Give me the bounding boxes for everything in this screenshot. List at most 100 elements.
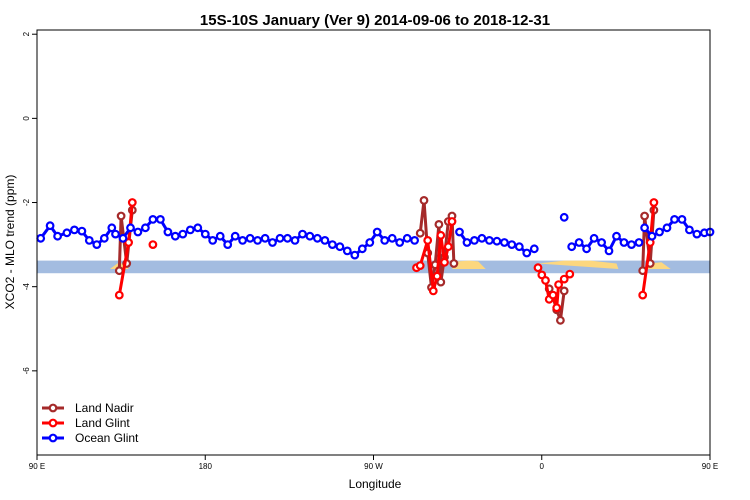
- shaded-region-2: [452, 260, 486, 269]
- data-point-land-glint: [423, 235, 433, 245]
- series-land-glint: [114, 198, 659, 313]
- x-tick-label: 0: [540, 462, 545, 471]
- data-point-ocean-glint: [84, 235, 94, 245]
- data-point-ocean-glint: [118, 233, 128, 243]
- data-point-ocean-glint: [140, 223, 150, 233]
- data-point-ocean-glint: [500, 238, 509, 247]
- chart-title: 15S-10S January (Ver 9) 2014-09-06 to 20…: [200, 12, 550, 29]
- data-point-ocean-glint: [634, 238, 644, 247]
- legend-item-ocean-glint: Ocean Glint: [42, 431, 139, 445]
- data-point-ocean-glint: [200, 229, 210, 239]
- data-point-ocean-glint: [350, 250, 360, 260]
- data-point-land-glint: [554, 280, 563, 290]
- data-point-ocean-glint: [462, 238, 472, 247]
- data-point-ocean-glint: [69, 225, 79, 235]
- y-tick-label: -6: [22, 367, 31, 375]
- x-tick-label: 180: [199, 462, 213, 471]
- data-point-land-nadir: [436, 277, 446, 287]
- data-point-land-glint: [541, 276, 550, 285]
- legend-marker: [48, 403, 58, 413]
- shaded-region-3: [538, 260, 619, 269]
- x-tick-label: 90 W: [364, 462, 383, 471]
- data-point-ocean-glint: [238, 235, 248, 245]
- data-point-land-glint: [114, 290, 124, 300]
- data-point-ocean-glint: [387, 233, 397, 243]
- y-tick-label: -2: [22, 198, 31, 206]
- data-point-land-glint: [124, 238, 134, 247]
- data-point-land-nadir: [434, 219, 444, 229]
- data-point-ocean-glint: [99, 233, 109, 243]
- data-point-ocean-glint: [208, 235, 218, 245]
- data-point-land-glint: [533, 263, 543, 273]
- data-point-ocean-glint: [574, 238, 584, 247]
- data-point-land-glint: [428, 286, 438, 296]
- data-point-land-glint: [638, 290, 648, 300]
- data-point-ocean-glint: [328, 240, 337, 250]
- y-tick-label: 0: [22, 116, 31, 121]
- data-point-ocean-glint: [640, 223, 649, 233]
- data-point-ocean-glint: [582, 244, 591, 254]
- y-axis: 2 0 -2 -4 -6: [22, 31, 37, 374]
- data-point-ocean-glint: [402, 233, 412, 243]
- data-point-ocean-glint: [604, 246, 614, 256]
- data-point-land-nadir: [419, 195, 429, 205]
- data-point-land-glint: [148, 240, 158, 250]
- data-point-ocean-glint: [372, 227, 382, 237]
- data-point-ocean-glint: [477, 233, 487, 243]
- data-point-ocean-glint: [223, 240, 233, 250]
- data-point-land-glint: [552, 303, 562, 313]
- legend-item-land-nadir: Land Nadir: [42, 401, 134, 415]
- data-point-land-glint: [447, 217, 457, 226]
- data-point-ocean-glint: [260, 233, 270, 243]
- data-point-ocean-glint: [275, 233, 285, 243]
- data-point-ocean-glint: [245, 233, 255, 243]
- data-point-ocean-glint: [380, 235, 390, 245]
- legend-item-land-glint: Land Glint: [42, 416, 130, 430]
- data-point-ocean-glint: [133, 227, 143, 237]
- legend-label: Ocean Glint: [75, 431, 139, 445]
- data-point-ocean-glint: [395, 238, 405, 247]
- y-axis-label: XCO2 - MLO trend (ppm): [3, 175, 17, 310]
- data-point-ocean-glint: [178, 229, 188, 239]
- data-point-ocean-glint: [170, 231, 180, 241]
- data-point-land-nadir: [559, 286, 569, 296]
- data-point-ocean-glint: [230, 231, 240, 241]
- x-axis: 90 E 180 90 W 0 90 E: [29, 455, 718, 471]
- data-point-ocean-glint: [185, 225, 195, 235]
- data-point-ocean-glint: [163, 227, 173, 237]
- data-point-ocean-glint: [298, 229, 307, 239]
- data-point-land-glint: [565, 269, 575, 279]
- data-point-ocean-glint: [627, 240, 636, 250]
- data-point-land-glint: [415, 261, 425, 271]
- data-point-land-nadir: [640, 211, 649, 221]
- legend-marker: [48, 418, 58, 428]
- data-point-ocean-glint: [126, 223, 135, 233]
- data-point-ocean-glint: [62, 228, 72, 238]
- data-point-ocean-glint: [290, 235, 300, 245]
- data-point-ocean-glint: [53, 231, 62, 241]
- data-point-land-nadir: [556, 315, 565, 325]
- y-tick-label: -4: [22, 283, 31, 291]
- data-point-ocean-glint: [470, 235, 479, 245]
- data-point-land-glint: [559, 274, 569, 284]
- legend-label: Land Glint: [75, 416, 130, 430]
- data-point-ocean-glint: [320, 235, 330, 245]
- data-point-land-glint: [432, 271, 442, 281]
- data-point-land-nadir: [415, 228, 425, 238]
- data-point-ocean-glint: [692, 229, 702, 239]
- data-point-land-glint: [127, 198, 137, 207]
- data-point-ocean-glint: [107, 223, 117, 233]
- data-point-land-nadir: [116, 211, 126, 221]
- x-tick-label: 90 E: [702, 462, 718, 471]
- data-point-land-glint: [436, 230, 446, 240]
- data-point-ocean-glint: [589, 233, 599, 243]
- data-point-ocean-glint: [677, 214, 687, 224]
- data-point-ocean-glint: [685, 225, 694, 235]
- data-point-ocean-glint: [342, 246, 352, 256]
- series-land-nadir: [114, 195, 659, 325]
- data-point-ocean-glint: [268, 238, 277, 247]
- data-point-land-nadir: [114, 266, 124, 276]
- x-tick-label: 90 E: [29, 462, 45, 471]
- data-point-ocean-glint: [507, 240, 517, 250]
